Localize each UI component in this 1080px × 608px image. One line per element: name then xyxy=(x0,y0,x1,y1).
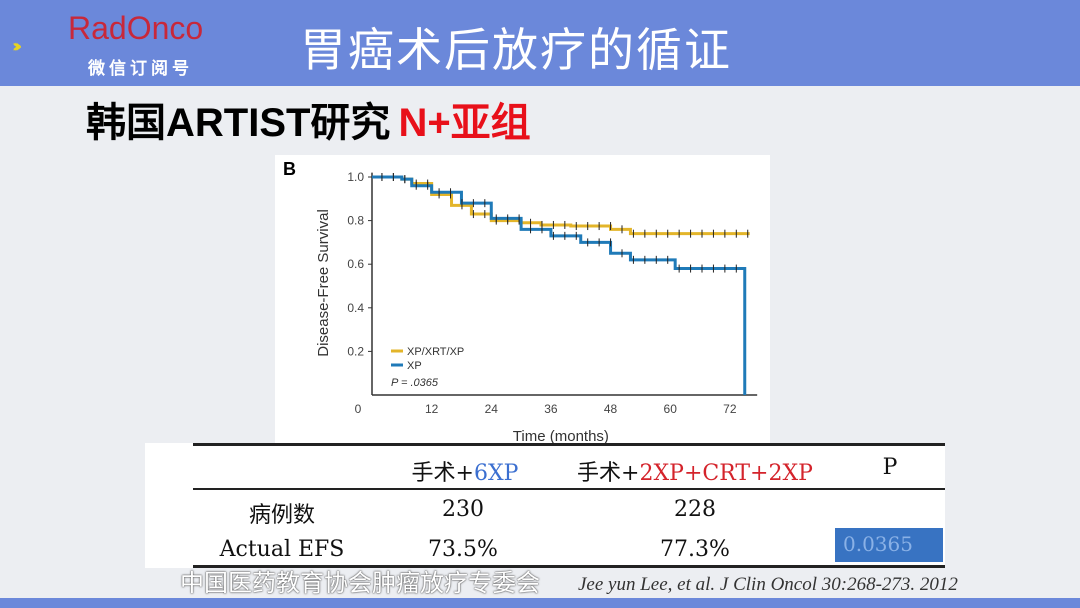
row-label: 病例数 xyxy=(248,503,316,528)
cell-value: 230 xyxy=(442,497,484,522)
series-line-xp xyxy=(372,175,747,395)
x-tick-label: 48 xyxy=(604,402,618,416)
citation: Jee yun Lee, et al. J Clin Oncol 30:268-… xyxy=(578,574,958,595)
km-chart-svg: B 0 12 24 36 48 60 72 0.2 0.4 0.6 0.8 1.0 Time (month… xyxy=(283,159,758,445)
results-table: 手术+6XP 手术+2XP+CRT+2XP P 病例数 230 228 Actu… xyxy=(145,443,945,568)
cell-value: 73.5% xyxy=(428,537,498,562)
logo-subtitle: 微信订阅号 xyxy=(88,59,193,79)
logo: ››› RadOnco 微信订阅号 xyxy=(10,8,230,80)
y-tick-label: 1.0 xyxy=(347,170,364,184)
y-tick-label: 0.6 xyxy=(347,257,364,271)
panel-label: B xyxy=(283,159,296,179)
p-value-annotation: P = .0365 xyxy=(391,377,439,389)
header-arm-crt: 手术+2XP+CRT+2XP xyxy=(577,461,813,486)
y-tick-label: 0.2 xyxy=(347,344,364,358)
x-tick-label: 36 xyxy=(544,402,558,416)
watermark: 中国医药教育协会肿瘤放疗专委会 xyxy=(180,569,540,597)
header-bar xyxy=(0,0,1080,86)
y-axis-label: Disease-Free Survival xyxy=(315,209,332,357)
header-p: P xyxy=(882,455,898,480)
km-chart: B 0 12 24 36 48 60 72 0.2 0.4 0.6 0.8 1.0 Time (month… xyxy=(275,155,770,445)
slide-subtitle: 韩国ARTIST研究 N+亚组 xyxy=(86,90,531,148)
header-arm-xp: 手术+6XP xyxy=(411,461,519,486)
x-axis-label: Time (months) xyxy=(513,428,609,445)
row-label: Actual EFS xyxy=(219,537,345,562)
footer-bar xyxy=(0,598,1080,608)
table-rule xyxy=(193,565,945,568)
legend-label: XP xyxy=(407,360,422,372)
x-tick-label: 72 xyxy=(723,402,737,416)
cell-value: 228 xyxy=(674,497,716,522)
legend-label: XP/XRT/XP xyxy=(407,346,464,358)
logo-text: RadOnco xyxy=(68,10,204,46)
x-tick-label: 12 xyxy=(425,402,439,416)
p-value-cell: 0.0365 xyxy=(835,528,943,562)
subtitle-highlight: N+亚组 xyxy=(398,101,531,145)
slide-title: 胃癌术后放疗的循证 xyxy=(300,23,732,77)
x-tick-label: 0 xyxy=(355,402,362,416)
x-tick-label: 60 xyxy=(664,402,678,416)
table-rule xyxy=(193,488,945,490)
arrows-icon: ››› xyxy=(12,36,23,57)
y-tick-label: 0.8 xyxy=(347,214,364,228)
subtitle-main: 韩国ARTIST研究 xyxy=(86,101,391,145)
cell-value: 77.3% xyxy=(660,537,730,562)
x-tick-label: 24 xyxy=(485,402,499,416)
y-tick-label: 0.4 xyxy=(347,301,364,315)
table-rule xyxy=(193,443,945,446)
